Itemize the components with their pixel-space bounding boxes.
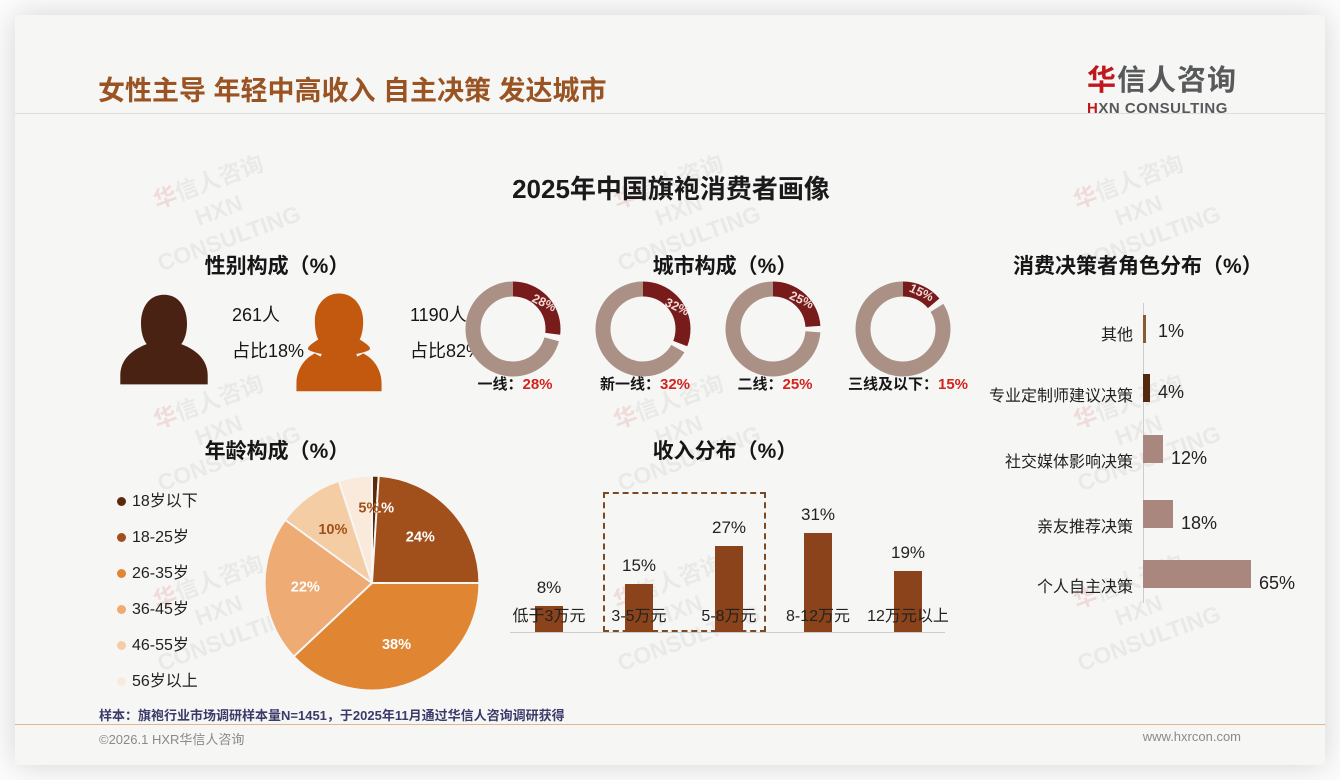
svg-text:38%: 38% [382,637,411,653]
svg-text:5%: 5% [358,500,379,516]
svg-text:10%: 10% [318,522,347,538]
svg-text:22%: 22% [291,579,320,595]
svg-text:24%: 24% [406,530,435,546]
